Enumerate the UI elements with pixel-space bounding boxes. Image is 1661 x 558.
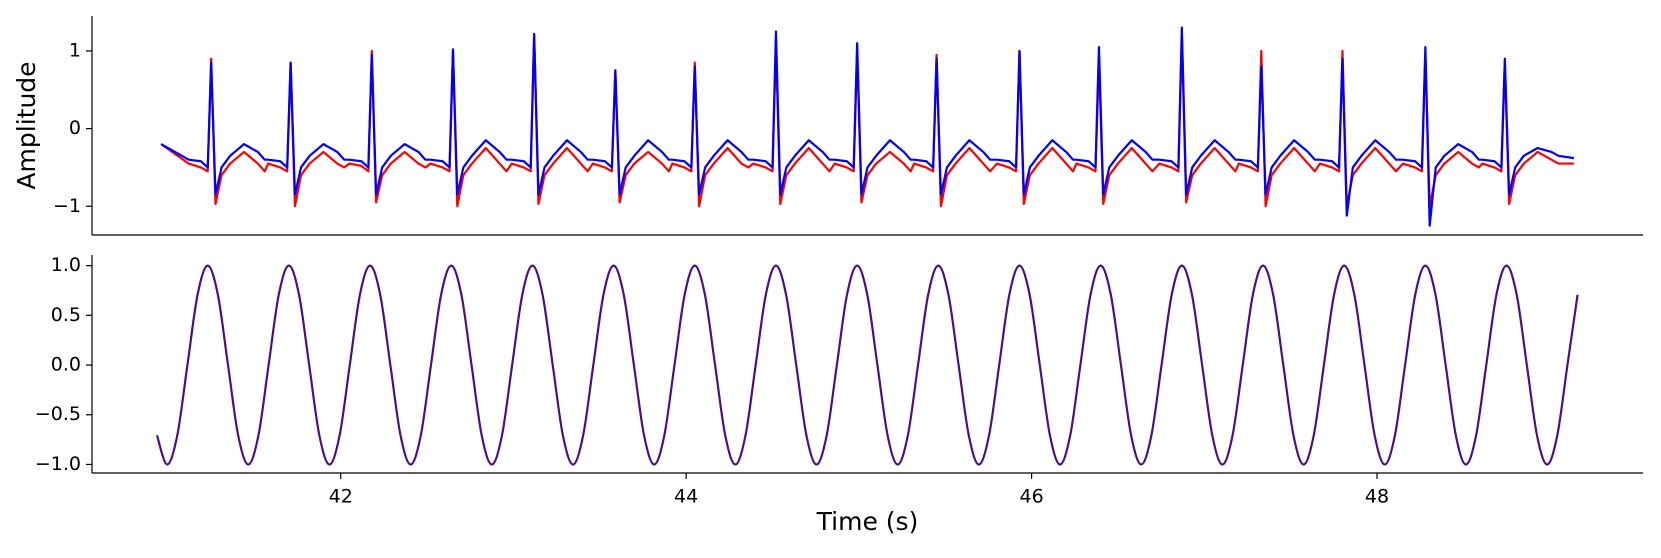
x-tick-label: 46 <box>1019 486 1043 508</box>
y-tick-label: 1 <box>69 39 81 61</box>
y-tick-label: −1 <box>53 195 81 217</box>
y-tick-label: 0.5 <box>51 304 81 326</box>
x-tick-label: 44 <box>674 486 698 508</box>
line-series <box>155 264 1579 466</box>
x-tick-label: 48 <box>1365 486 1389 508</box>
y-tick-label: 0.0 <box>51 354 81 376</box>
x-tick-label: 42 <box>329 486 353 508</box>
y-tick-label: −0.5 <box>35 403 81 425</box>
y-tick-label: −1.0 <box>35 453 81 475</box>
line-series <box>160 34 1574 208</box>
x-axis-label: Time (s) <box>816 507 919 536</box>
line-series <box>160 26 1575 227</box>
y-axis-label: Amplitude <box>12 61 41 189</box>
y-tick-label: 1.0 <box>51 254 81 276</box>
y-tick-label: 0 <box>69 117 81 139</box>
